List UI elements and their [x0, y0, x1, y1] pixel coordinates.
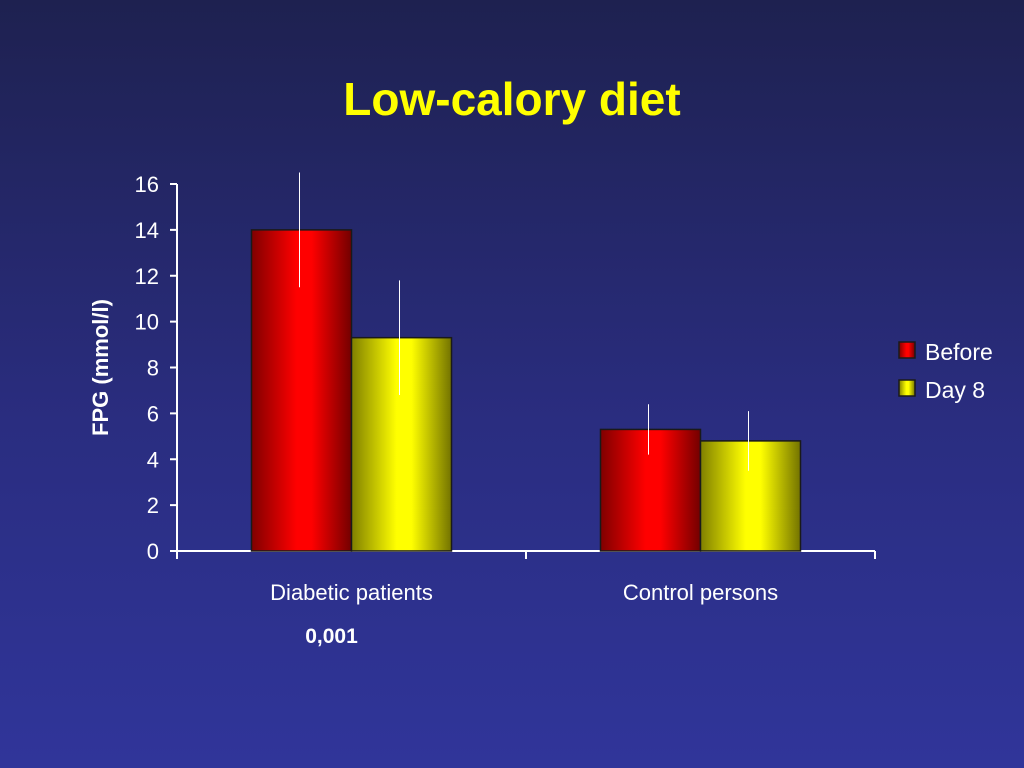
- legend-label: Before: [925, 339, 993, 365]
- y-tick-label: 6: [147, 401, 159, 426]
- y-tick-label: 4: [147, 447, 159, 472]
- y-tick-label: 12: [135, 264, 159, 289]
- chart-error-bars: [299, 172, 749, 471]
- legend-label: Day 8: [925, 377, 985, 403]
- legend-swatch: [898, 379, 916, 397]
- y-tick-label: 0: [147, 539, 159, 564]
- chart-bars: [250, 229, 802, 552]
- chart-axes: 0 2 4 6 8 10 12 14 16 FPG (mmol/l): [88, 172, 876, 564]
- y-axis-label: FPG (mmol/l): [88, 299, 113, 436]
- y-tick-label: 16: [135, 172, 159, 197]
- chart-title: Low-calory diet: [343, 73, 681, 125]
- category-note: 0,001: [305, 625, 358, 648]
- bar-before: [599, 428, 702, 552]
- y-tick-label: 14: [135, 218, 159, 243]
- chart-labels: Diabetic patients 0,001 Control persons: [270, 580, 778, 648]
- y-tick-label: 8: [147, 356, 159, 381]
- category-label: Diabetic patients: [270, 580, 433, 605]
- category-label: Control persons: [623, 580, 778, 605]
- bar-day-8: [699, 440, 802, 552]
- y-tick-label: 10: [135, 310, 159, 335]
- bar-before: [250, 229, 353, 552]
- y-tick-label: 2: [147, 493, 159, 518]
- chart-legend: Before Day 8: [898, 339, 993, 403]
- bar-day-8: [350, 336, 453, 552]
- legend-swatch: [898, 341, 916, 359]
